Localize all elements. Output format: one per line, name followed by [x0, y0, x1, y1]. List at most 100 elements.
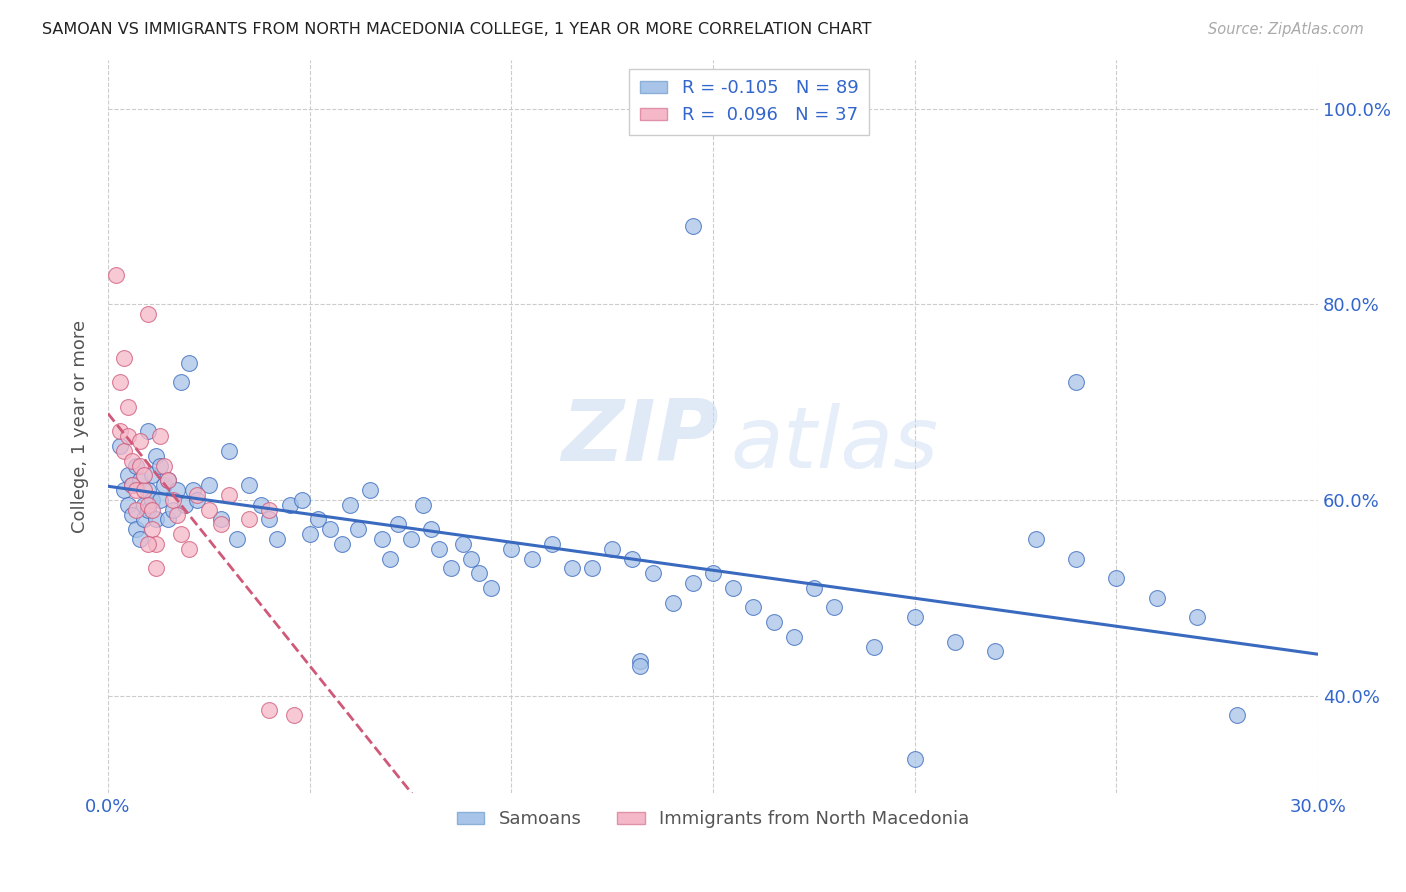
- Point: [984, 644, 1007, 658]
- Point: [145, 512, 167, 526]
- Point: [238, 478, 260, 492]
- Point: [134, 483, 156, 497]
- Point: [117, 429, 139, 443]
- Point: [682, 576, 704, 591]
- Point: [105, 268, 128, 282]
- Point: [621, 551, 644, 566]
- Point: [129, 434, 152, 449]
- Point: [166, 483, 188, 497]
- Point: [259, 502, 281, 516]
- Point: [129, 458, 152, 473]
- Point: [117, 498, 139, 512]
- Point: [1064, 551, 1087, 566]
- Point: [723, 581, 745, 595]
- Point: [149, 429, 172, 443]
- Point: [387, 517, 409, 532]
- Text: ZIP: ZIP: [561, 396, 720, 479]
- Point: [226, 532, 249, 546]
- Point: [134, 468, 156, 483]
- Point: [266, 532, 288, 546]
- Point: [136, 307, 159, 321]
- Point: [661, 596, 683, 610]
- Point: [136, 483, 159, 497]
- Point: [460, 551, 482, 566]
- Point: [501, 541, 523, 556]
- Point: [1025, 532, 1047, 546]
- Point: [153, 478, 176, 492]
- Point: [250, 498, 273, 512]
- Point: [129, 532, 152, 546]
- Point: [166, 508, 188, 522]
- Point: [112, 351, 135, 365]
- Point: [136, 498, 159, 512]
- Point: [238, 512, 260, 526]
- Point: [125, 483, 148, 497]
- Point: [943, 634, 966, 648]
- Point: [169, 527, 191, 541]
- Point: [134, 498, 156, 512]
- Text: atlas: atlas: [730, 403, 938, 486]
- Point: [1146, 591, 1168, 605]
- Point: [162, 492, 184, 507]
- Point: [145, 561, 167, 575]
- Point: [359, 483, 381, 497]
- Point: [803, 581, 825, 595]
- Point: [108, 376, 131, 390]
- Point: [630, 659, 652, 673]
- Point: [177, 356, 200, 370]
- Point: [330, 537, 353, 551]
- Point: [1064, 376, 1087, 390]
- Point: [904, 610, 927, 624]
- Point: [162, 502, 184, 516]
- Point: [141, 468, 163, 483]
- Point: [121, 453, 143, 467]
- Point: [136, 502, 159, 516]
- Point: [145, 537, 167, 551]
- Point: [291, 492, 314, 507]
- Point: [581, 561, 603, 575]
- Point: [117, 400, 139, 414]
- Point: [682, 219, 704, 233]
- Point: [319, 522, 342, 536]
- Point: [186, 492, 208, 507]
- Point: [259, 703, 281, 717]
- Point: [399, 532, 422, 546]
- Point: [468, 566, 491, 581]
- Point: [702, 566, 724, 581]
- Text: Source: ZipAtlas.com: Source: ZipAtlas.com: [1208, 22, 1364, 37]
- Point: [153, 458, 176, 473]
- Point: [112, 444, 135, 458]
- Point: [136, 425, 159, 439]
- Point: [209, 517, 232, 532]
- Point: [520, 551, 543, 566]
- Point: [141, 502, 163, 516]
- Point: [125, 458, 148, 473]
- Point: [112, 483, 135, 497]
- Point: [157, 473, 180, 487]
- Point: [278, 498, 301, 512]
- Point: [380, 551, 402, 566]
- Point: [209, 512, 232, 526]
- Point: [1226, 708, 1249, 723]
- Point: [149, 458, 172, 473]
- Point: [479, 581, 502, 595]
- Point: [259, 512, 281, 526]
- Point: [117, 468, 139, 483]
- Point: [108, 425, 131, 439]
- Point: [440, 561, 463, 575]
- Point: [641, 566, 664, 581]
- Point: [218, 444, 240, 458]
- Point: [1105, 571, 1128, 585]
- Point: [121, 478, 143, 492]
- Point: [136, 537, 159, 551]
- Point: [298, 527, 321, 541]
- Point: [121, 478, 143, 492]
- Point: [419, 522, 441, 536]
- Point: [186, 488, 208, 502]
- Point: [742, 600, 765, 615]
- Point: [630, 654, 652, 668]
- Point: [823, 600, 845, 615]
- Point: [762, 615, 785, 629]
- Point: [141, 522, 163, 536]
- Point: [600, 541, 623, 556]
